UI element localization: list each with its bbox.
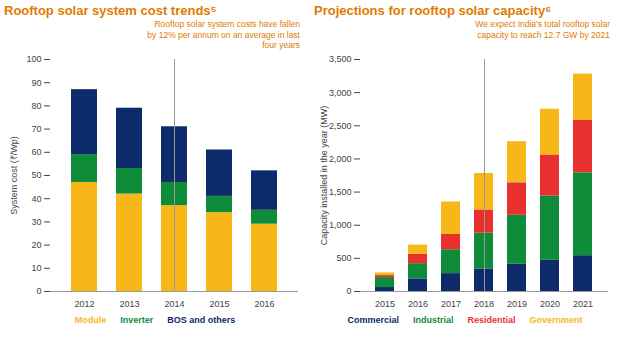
- svg-text:90: 90: [31, 78, 41, 88]
- html-text:Rooftop solar system cost tren: Rooftop solar system cost trends⁵: [4, 3, 217, 18]
- svg-text:2016: 2016: [408, 299, 428, 309]
- html-text:Government: Government: [529, 315, 583, 325]
- svg-text:3,000: 3,000: [329, 88, 352, 98]
- svg-text:0: 0: [346, 286, 351, 296]
- html-text:Inverter: Inverter: [120, 315, 154, 325]
- html-text:BOS and others: BOS and others: [167, 315, 236, 325]
- svg-text:2,500: 2,500: [329, 121, 352, 131]
- svg-text:3,500: 3,500: [329, 54, 352, 64]
- html-text:Industrial: Industrial: [413, 315, 454, 325]
- svg-text:2017: 2017: [441, 299, 461, 309]
- svg-text:500: 500: [336, 253, 351, 263]
- svg-text:60: 60: [31, 147, 41, 157]
- svg-text:2020: 2020: [540, 299, 560, 309]
- html-text:Rooftop solar system costs hav: Rooftop solar system costs have fallen b…: [147, 19, 300, 50]
- svg-text:50: 50: [31, 170, 41, 180]
- svg-text:2019: 2019: [507, 299, 527, 309]
- svg-text:2016: 2016: [254, 299, 274, 309]
- svg-text:2015: 2015: [209, 299, 229, 309]
- svg-text:70: 70: [31, 124, 41, 134]
- svg-text:2,000: 2,000: [329, 154, 352, 164]
- svg-text:40: 40: [31, 194, 41, 204]
- svg-text:1,500: 1,500: [329, 187, 352, 197]
- svg-text:100: 100: [26, 54, 41, 64]
- svg-text:2015: 2015: [375, 299, 395, 309]
- svg-text:20: 20: [31, 240, 41, 250]
- svg-text:2013: 2013: [119, 299, 139, 309]
- html-text:We expect India's total roofto: We expect India's total rooftop solar ca…: [475, 19, 610, 40]
- svg-text:2018: 2018: [474, 299, 494, 309]
- svg-text:Capacity installed in the year: Capacity installed in the year (MW): [319, 106, 329, 246]
- html-text:Residential: Residential: [467, 315, 516, 325]
- svg-text:1,000: 1,000: [329, 220, 352, 230]
- svg-text:2012: 2012: [74, 299, 94, 309]
- svg-text:2021: 2021: [573, 299, 593, 309]
- html-text:Projections for rooftop solar: Projections for rooftop solar capacity⁶: [314, 3, 552, 18]
- svg-text:System cost (₹/Wp): System cost (₹/Wp): [9, 136, 19, 215]
- html-text:Module: Module: [74, 315, 107, 325]
- svg-text:30: 30: [31, 217, 41, 227]
- svg-text:0: 0: [36, 286, 41, 296]
- html-text:Commercial: Commercial: [347, 315, 399, 325]
- svg-text:10: 10: [31, 263, 41, 273]
- svg-text:2014: 2014: [164, 299, 184, 309]
- svg-text:80: 80: [31, 101, 41, 111]
